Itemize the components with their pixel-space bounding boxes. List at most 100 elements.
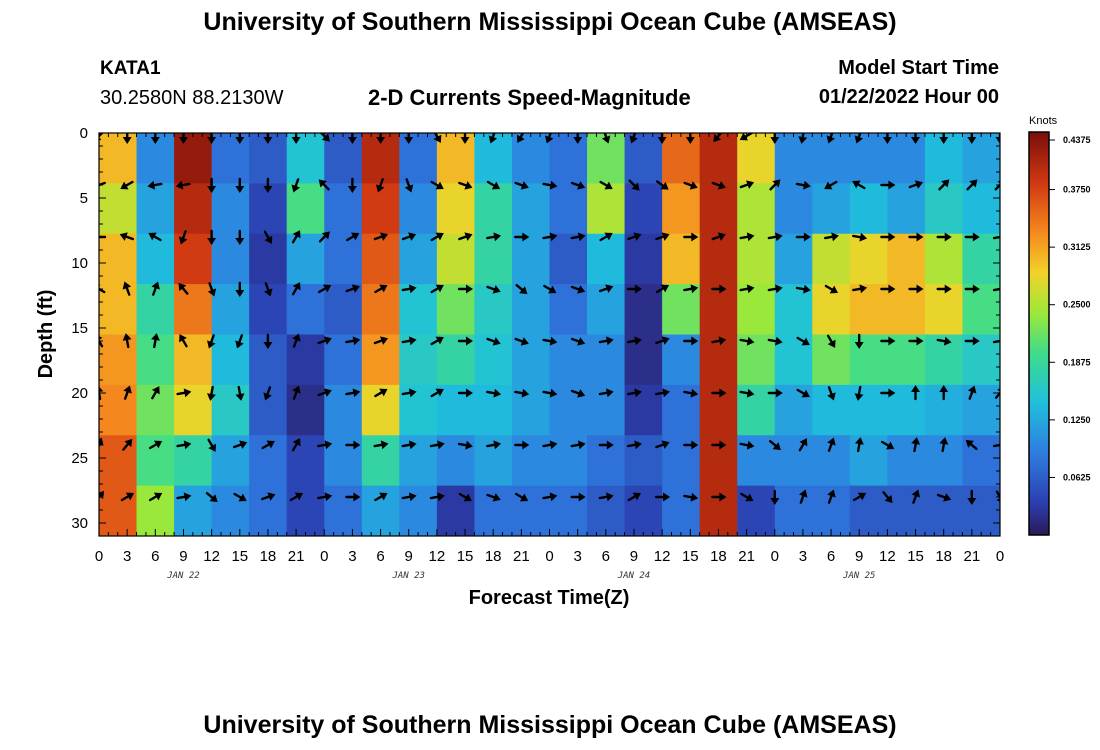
current-arrow: [936, 284, 952, 294]
heat-cell: [549, 233, 588, 285]
current-arrow: [939, 437, 949, 453]
current-arrow: [430, 388, 444, 398]
current-arrow: [430, 180, 444, 190]
heat-cell: [774, 435, 813, 487]
heat-cell: [774, 233, 813, 285]
colorbar-tick-label: 0.3125: [1063, 242, 1091, 252]
current-arrow: [655, 180, 669, 190]
heat-cell: [924, 233, 964, 285]
current-arrow: [967, 489, 977, 505]
current-arrow: [767, 284, 783, 294]
heat-cell: [286, 133, 325, 184]
heat-cell: [662, 233, 701, 285]
current-arrow: [827, 386, 836, 401]
current-arrow: [852, 492, 867, 502]
current-arrow: [570, 337, 586, 346]
x-tick-label: 3: [123, 548, 131, 565]
model-start-value: 01/22/2022 Hour 00: [818, 86, 999, 108]
current-arrow: [854, 385, 864, 401]
current-arrow: [908, 180, 924, 189]
current-arrow: [542, 232, 558, 242]
current-arrow: [514, 337, 529, 346]
x-tick-label: 15: [231, 548, 248, 565]
x-tick-label: 0: [545, 548, 553, 565]
current-arrow: [291, 230, 301, 244]
current-arrow: [263, 177, 273, 193]
current-arrow: [457, 336, 473, 346]
x-tick-label: 18: [710, 548, 727, 565]
current-arrow: [99, 284, 106, 294]
current-arrow: [345, 492, 361, 502]
current-arrow: [347, 177, 357, 193]
current-arrow: [207, 282, 217, 297]
footer-title: University of Southern Mississippi Ocean…: [203, 711, 897, 739]
current-arrow: [401, 232, 417, 241]
x-tick-label: 12: [654, 548, 671, 565]
x-tick-label: 0: [996, 548, 1004, 565]
current-arrow: [317, 492, 333, 502]
heat-cell: [737, 334, 776, 386]
current-arrow: [516, 133, 526, 143]
heat-cell: [887, 284, 926, 336]
current-arrow: [430, 336, 444, 346]
heat-cell: [286, 485, 325, 536]
heat-cell: [849, 133, 888, 184]
heat-cell: [699, 133, 738, 184]
current-arrow: [120, 180, 134, 190]
current-arrow: [796, 388, 810, 398]
heat-cell: [699, 334, 738, 386]
current-arrow: [317, 336, 332, 345]
heat-cell: [849, 485, 888, 536]
heat-cell: [699, 284, 738, 336]
current-arrow: [486, 285, 501, 294]
x-tick-label: 9: [630, 548, 638, 565]
current-arrow: [430, 284, 444, 294]
heat-cell: [624, 133, 663, 184]
x-tick-label: 0: [771, 548, 779, 565]
heat-cell: [361, 435, 400, 487]
current-arrow: [515, 283, 528, 295]
heat-cell: [436, 233, 476, 285]
heat-cell: [549, 133, 588, 184]
current-arrow: [207, 438, 216, 452]
heat-cell: [324, 485, 363, 536]
x-tick-label: 15: [457, 548, 474, 565]
colorbar-tick-label: 0.1875: [1063, 357, 1091, 367]
heat-cell: [511, 183, 551, 235]
model-start-label: Model Start Time: [838, 57, 999, 79]
plot-subtitle: 2-D Currents Speed-Magnitude: [368, 85, 691, 110]
current-arrow: [176, 440, 192, 450]
current-arrow: [799, 489, 808, 504]
heat-cell: [474, 183, 513, 235]
current-arrow: [291, 178, 300, 193]
current-arrow: [655, 440, 670, 449]
current-arrow: [235, 334, 244, 349]
current-arrow: [401, 388, 417, 398]
current-arrow: [458, 492, 472, 502]
current-arrow: [401, 336, 417, 346]
current-arrow: [345, 388, 361, 398]
heat-cell: [361, 183, 400, 235]
x-tick-label: 9: [405, 548, 413, 565]
current-arrow: [263, 386, 272, 401]
heat-cell: [549, 485, 588, 536]
current-arrow: [542, 440, 558, 450]
heat-cell: [774, 183, 813, 235]
current-arrow: [739, 180, 755, 189]
heat-cell: [962, 183, 1000, 235]
current-arrow: [739, 388, 755, 398]
current-arrow: [739, 336, 755, 346]
current-arrow: [827, 489, 836, 504]
current-arrow: [936, 493, 952, 502]
current-arrow: [175, 180, 191, 190]
heat-cell: [587, 334, 626, 386]
current-arrow: [570, 232, 586, 242]
y-axis: 0 5 10 15 20 25 30: [71, 125, 1000, 537]
heat-cell: [174, 284, 213, 336]
current-arrow: [599, 232, 613, 242]
current-arrow: [235, 229, 245, 245]
current-arrow: [345, 440, 361, 450]
current-arrow: [824, 284, 839, 294]
heat-cell: [737, 233, 776, 285]
